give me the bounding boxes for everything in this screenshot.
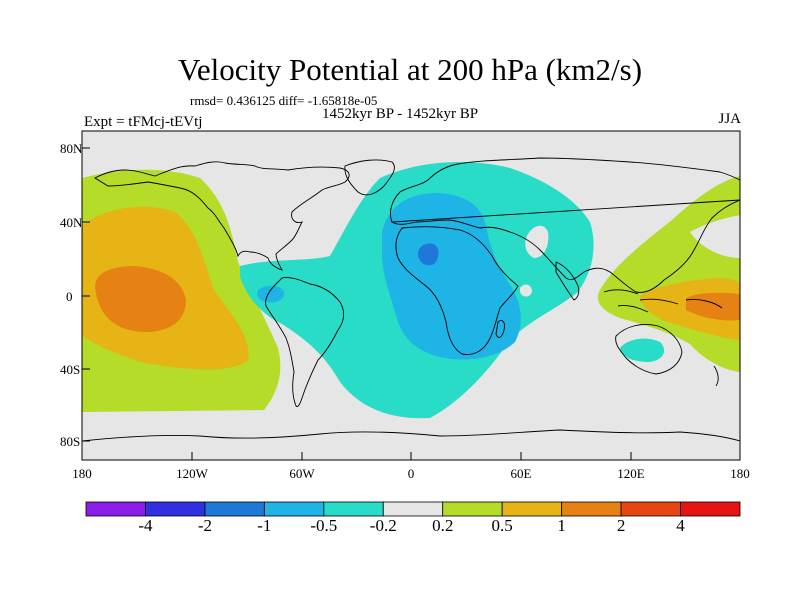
arabia-neutral-hole <box>525 225 549 258</box>
north-america-coast <box>94 161 350 271</box>
colorbar-swatch-3 <box>263 501 325 517</box>
lat-tick-80s: 80S <box>60 434 81 449</box>
period-subtitle: 1452kyr BP - 1452kyr BP <box>322 106 479 122</box>
colorbar-swatch-8 <box>561 501 622 517</box>
antarctica-coast <box>82 429 740 442</box>
africa-coast <box>395 226 519 355</box>
colorbar-swatch-4 <box>323 501 384 517</box>
australia-neg-0.2 <box>620 338 665 362</box>
colorbar-swatch-2 <box>204 501 265 517</box>
rmsd-stats: rmsd= 0.436125 diff= -1.65818e-05 <box>190 93 378 108</box>
colorbar-label-5: 0.2 <box>432 516 454 535</box>
lon-tick-0: 0 <box>407 466 415 481</box>
africa-neg-0.5 <box>382 192 521 360</box>
colorbar-label-6: 0.5 <box>491 516 513 535</box>
colorbar-swatch-6 <box>442 501 503 517</box>
greenland-coast <box>344 159 395 196</box>
colorbar-label-1: -2 <box>197 516 212 535</box>
australia-coast <box>615 324 683 375</box>
colorbar-label-2: -1 <box>257 516 272 535</box>
colorbar-label-3: -0.5 <box>310 516 338 535</box>
map-title: Velocity Potential at 200 hPa (km2/s) <box>177 52 643 87</box>
lon-tick-180w: 180 <box>72 466 92 481</box>
colorbar-swatch-5 <box>382 501 444 517</box>
madagascar-coast <box>495 319 505 338</box>
wpac-neutral-tongue <box>690 215 740 258</box>
lon-tick-60e: 60E <box>510 466 532 481</box>
colorbar-swatch-7 <box>501 501 563 517</box>
colorbar-label-8: 2 <box>616 516 626 535</box>
lon-tick-120e: 120E <box>617 466 645 481</box>
pacific-pos-1 <box>95 266 186 333</box>
africa-neg-1 <box>418 243 439 266</box>
eurasia-coast <box>389 157 740 293</box>
colorbar-label-4: -0.2 <box>369 516 397 535</box>
experiment-label: Expt = tFMcj-tEVtj <box>84 114 203 130</box>
colorbar-label-9: 4 <box>676 516 685 535</box>
new-zealand-coast <box>713 365 719 387</box>
lat-tick-40s: 40S <box>60 362 81 377</box>
colorbar-label-0: -4 <box>138 516 153 535</box>
lat-tick-eq: 0 <box>66 289 73 304</box>
colorbar-swatch-1 <box>145 501 206 517</box>
season-label: JJA <box>718 111 741 127</box>
pacific-neg-0.5 <box>257 285 285 303</box>
axis-ticks <box>81 147 741 460</box>
indian-subcontinent-coast <box>555 261 580 301</box>
south-america-coast <box>265 277 345 407</box>
lon-tick-60w: 60W <box>289 466 315 481</box>
lon-tick-180e: 180 <box>730 466 750 481</box>
lat-tick-80n: 80N <box>60 141 83 156</box>
coastlines <box>82 157 740 442</box>
contour-field <box>82 131 740 460</box>
indian-neutral-hole <box>520 284 532 297</box>
colorbar-swatch-10 <box>680 501 741 517</box>
lon-tick-120w: 120W <box>176 466 208 481</box>
maritime-continent-coast <box>603 289 723 313</box>
lat-tick-40n: 40N <box>60 215 83 230</box>
colorbar-swatch-0 <box>85 501 146 517</box>
colorbar-swatch-9 <box>620 501 681 517</box>
colorbar-label-7: 1 <box>557 516 566 535</box>
colorbar <box>85 501 741 517</box>
